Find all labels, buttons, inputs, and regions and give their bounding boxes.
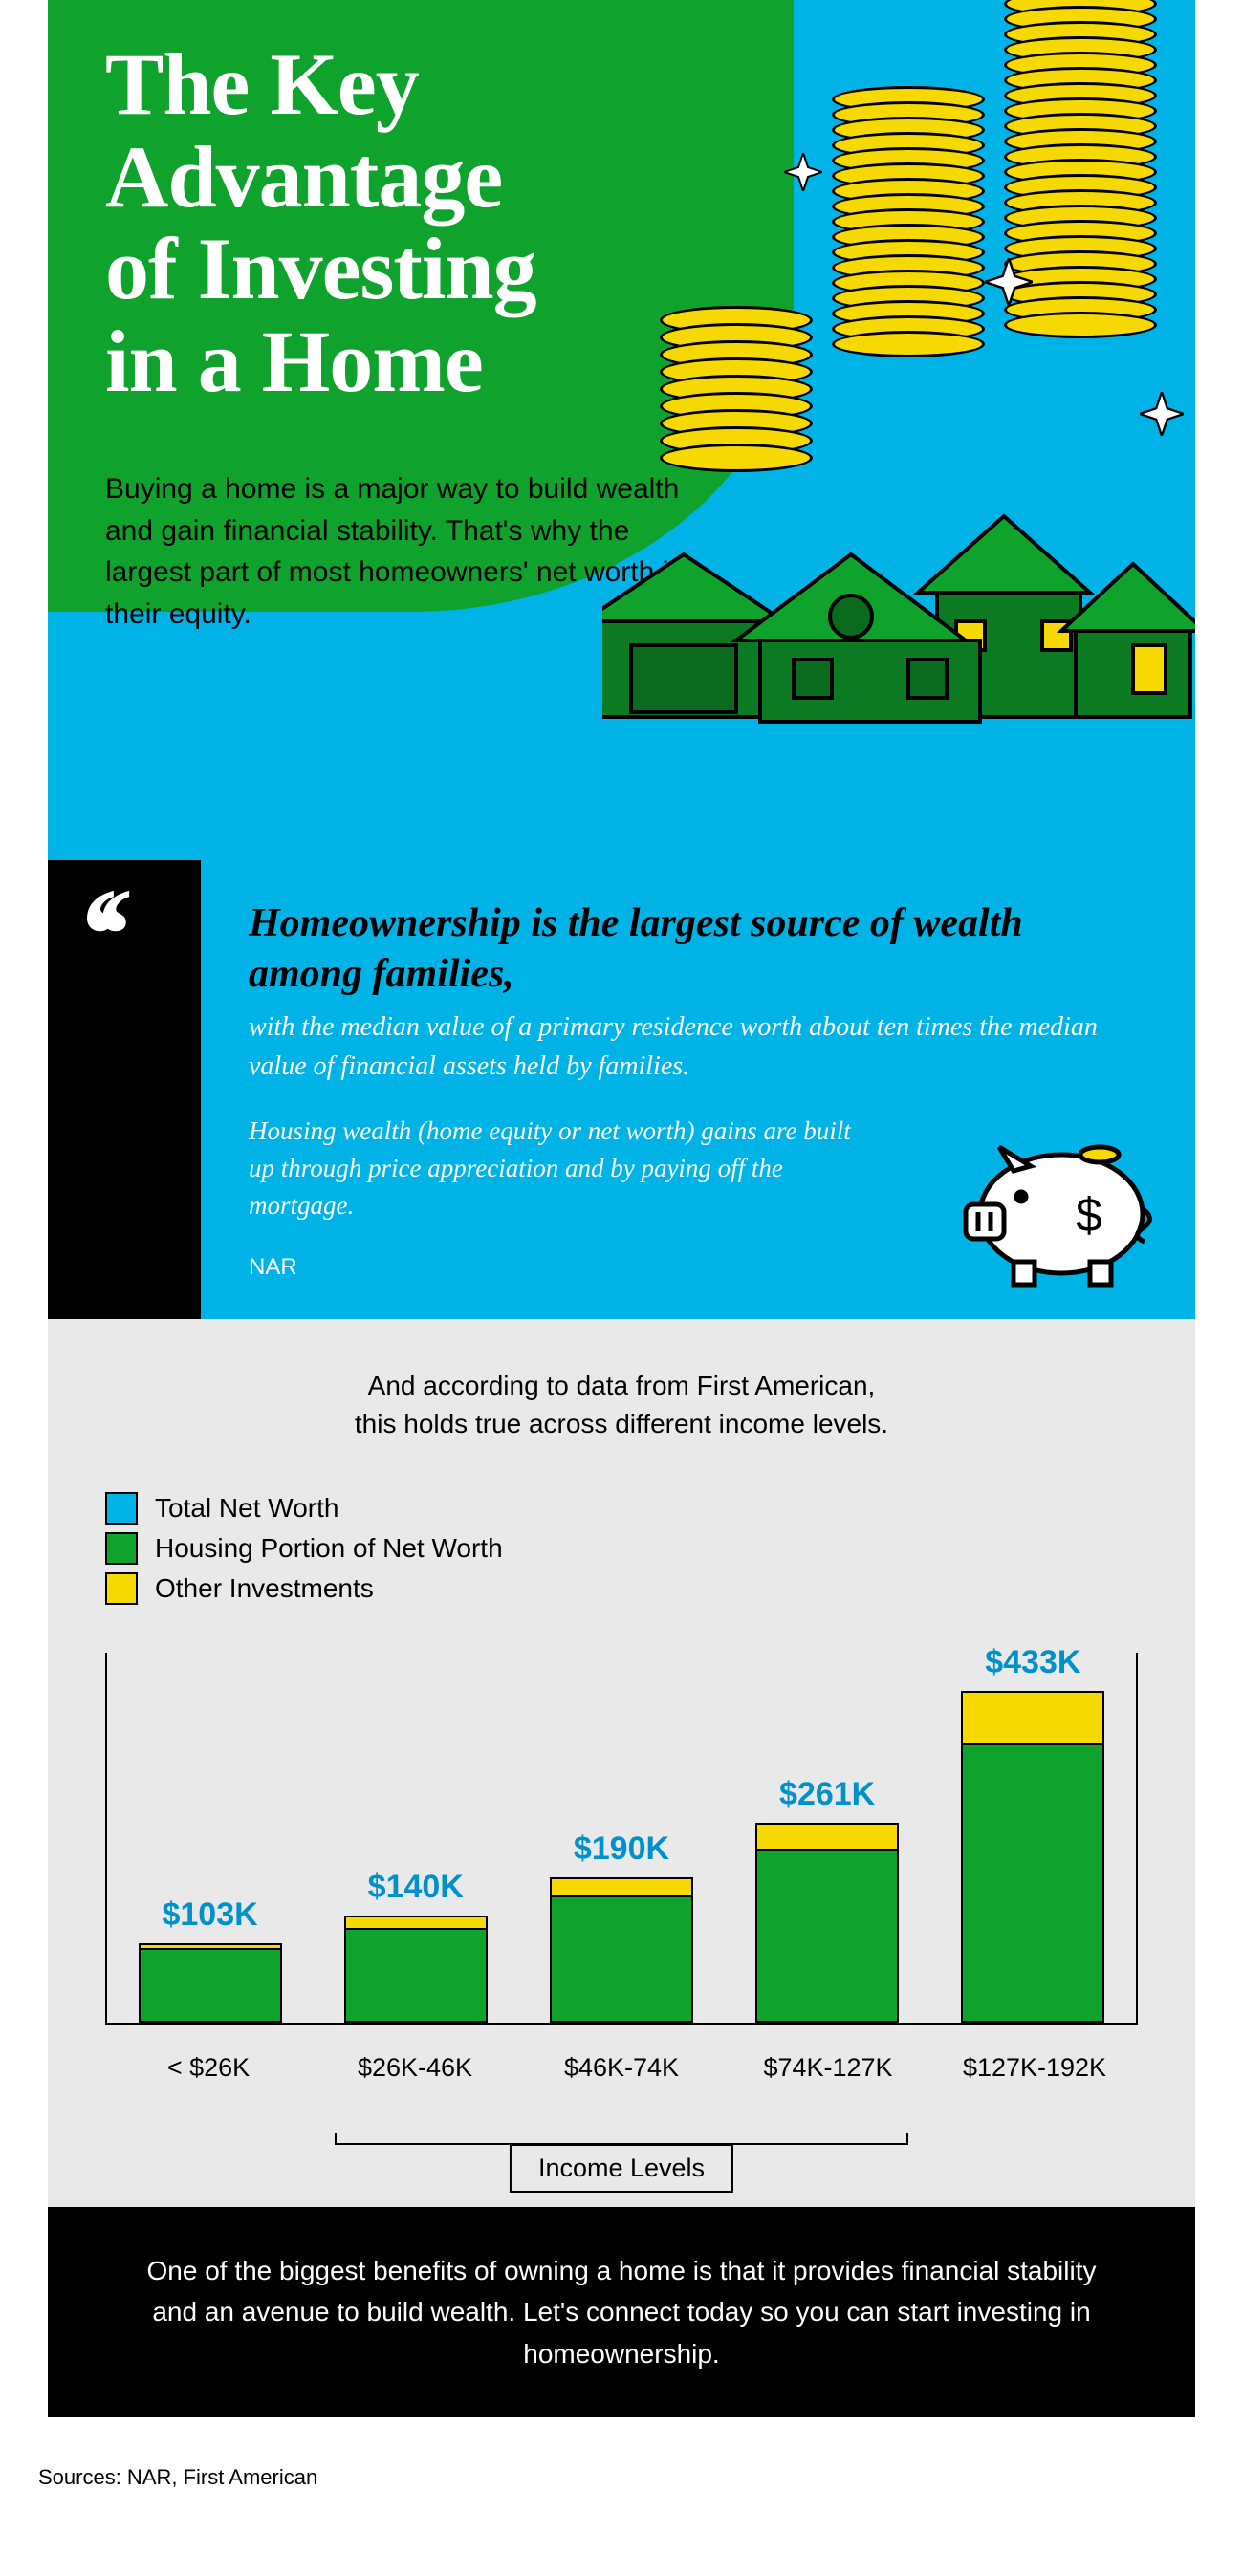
x-axis-caption: Income Levels: [510, 2144, 733, 2193]
bar-seg-other: [344, 1916, 488, 1928]
bar-seg-other: [961, 1691, 1104, 1743]
bar-seg-housing: [139, 1948, 282, 2023]
quote-body-2: Housing wealth (home equity or net worth…: [249, 1113, 870, 1224]
coin-stack-2: [832, 86, 985, 357]
chart-lead-1: And according to data from First America…: [368, 1371, 876, 1400]
bar-seg-housing: [961, 1743, 1104, 2023]
x-tick-label: $26K-46K: [312, 2053, 518, 2083]
legend-item: Total Net Worth: [105, 1492, 1138, 1525]
legend-item: Other Investments: [105, 1572, 1138, 1605]
bar-column: $261K: [725, 1776, 930, 2023]
bar-seg-housing: [550, 1895, 693, 2023]
stacked-bar: [755, 1823, 899, 2023]
bars-row: $103K$140K$190K$261K$433K: [105, 1653, 1138, 2025]
sparkle-icon: [985, 258, 1033, 306]
quote-mark-icon: ‘‘: [48, 860, 201, 1319]
bar-chart: $103K $140K $190K $261K $433K < $26K$26K-46K…: [105, 1643, 1138, 2140]
header-panel: The KeyAdvantageof Investingin a Home Bu…: [48, 0, 1195, 860]
x-tick-label: < $26K: [105, 2053, 312, 2083]
footer-cta: One of the biggest benefits of owning a …: [48, 2207, 1195, 2417]
chart-lead-2: this holds true across different income …: [355, 1409, 888, 1439]
coins-and-house-art: [641, 57, 1176, 669]
legend-item: Housing Portion of Net Worth: [105, 1532, 1138, 1565]
piggy-bank-icon: $: [947, 1118, 1157, 1290]
bar-seg-other: [755, 1823, 899, 1849]
bar-seg-other: [550, 1877, 693, 1895]
sources-line: Sources: NAR, First American: [0, 2417, 1243, 2576]
x-tick-label: $127K-192K: [931, 2053, 1138, 2083]
legend-label: Total Net Worth: [155, 1493, 338, 1524]
sparkle-icon: [1140, 392, 1184, 436]
infographic-page: The KeyAdvantageof Investingin a Home Bu…: [0, 0, 1243, 2576]
svg-text:$: $: [1076, 1188, 1102, 1242]
chart-lead-text: And according to data from First America…: [105, 1367, 1138, 1444]
bar-column: $103K: [107, 1896, 313, 2022]
house-icon: [602, 478, 1195, 726]
x-tick-label: $46K-74K: [518, 2053, 725, 2083]
bar-column: $190K: [518, 1830, 724, 2023]
infographic: The KeyAdvantageof Investingin a Home Bu…: [48, 0, 1195, 2417]
coin-stack-1: [660, 306, 813, 472]
sparkle-icon: [784, 153, 822, 191]
bar-column: $433K: [930, 1644, 1136, 2022]
bar-seg-housing: [344, 1928, 488, 2023]
bar-value-label: $140K: [368, 1869, 464, 1906]
quote-body-panel: Homeownership is the largest source of w…: [201, 860, 1195, 1319]
legend-label: Other Investments: [155, 1573, 374, 1604]
x-axis-labels: < $26K$26K-46K$46K-74K$74K-127K$127K-192…: [105, 2053, 1138, 2083]
legend-swatch: [105, 1532, 138, 1565]
stacked-bar: [961, 1691, 1104, 2022]
stacked-bar: [550, 1877, 693, 2023]
stacked-bar: [139, 1943, 282, 2022]
quote-body-1: with the median value of a primary resid…: [249, 1008, 1138, 1086]
legend-label: Housing Portion of Net Worth: [155, 1533, 503, 1564]
bar-value-label: $190K: [574, 1830, 669, 1868]
bar-column: $140K: [313, 1869, 518, 2023]
legend-swatch: [105, 1572, 138, 1605]
x-tick-label: $74K-127K: [725, 2053, 931, 2083]
quote-panel: ‘‘ Homeownership is the largest source o…: [48, 860, 1195, 1319]
page-title: The KeyAdvantageof Investingin a Home: [105, 38, 536, 407]
bar-value-label: $433K: [985, 1644, 1080, 1681]
chart-panel: And according to data from First America…: [48, 1319, 1195, 2207]
legend-swatch: [105, 1492, 138, 1525]
chart-legend: Total Net Worth Housing Portion of Net Wo…: [105, 1492, 1138, 1605]
quote-headline: Homeownership is the largest source of w…: [249, 898, 1138, 999]
bar-seg-housing: [755, 1849, 899, 2023]
bar-value-label: $103K: [162, 1896, 257, 1934]
bar-value-label: $261K: [779, 1776, 875, 1813]
stacked-bar: [344, 1916, 488, 2023]
